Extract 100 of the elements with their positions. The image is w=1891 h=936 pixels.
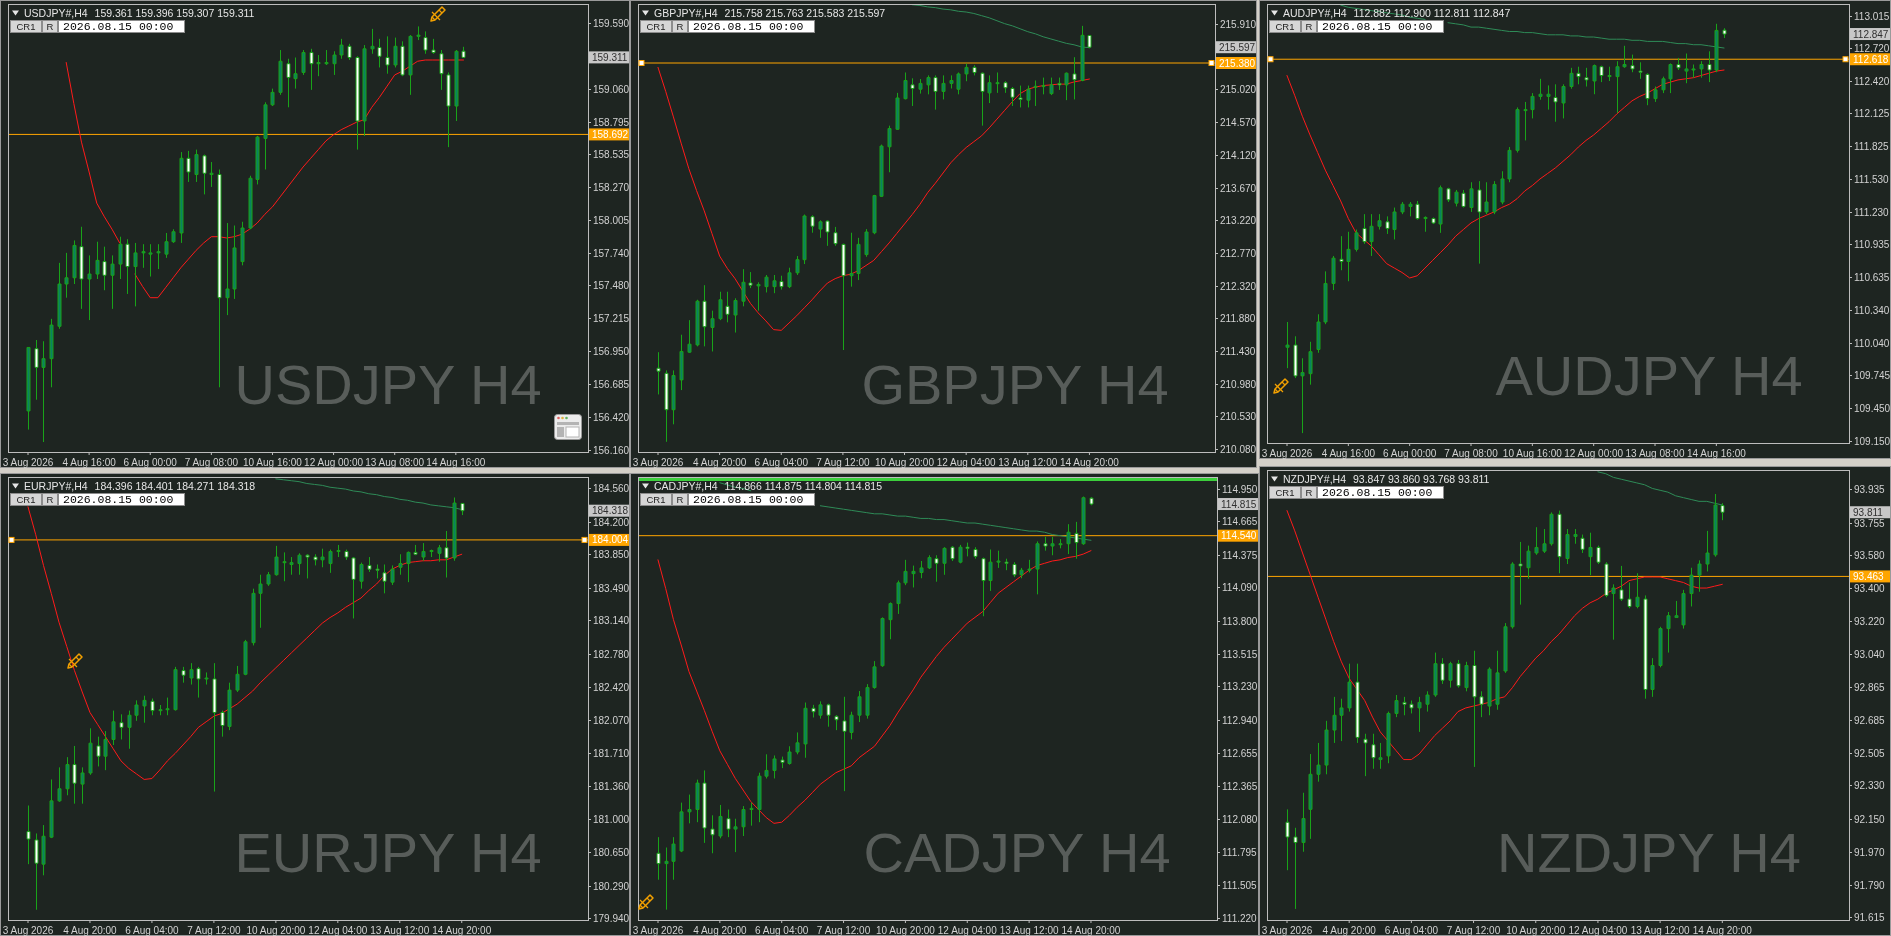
- x-tick-label: 4 Aug 20:00: [63, 924, 118, 936]
- candlestick: [164, 232, 169, 259]
- candlestick: [87, 254, 92, 321]
- candlestick: [879, 144, 884, 198]
- x-tick-label: 3 Aug 2026: [1261, 924, 1313, 936]
- candlestick: [1386, 711, 1391, 764]
- candlestick: [964, 63, 969, 82]
- candlestick: [297, 552, 302, 576]
- candlestick: [1293, 827, 1298, 910]
- candlestick: [1285, 321, 1290, 369]
- button: CR1: [1269, 486, 1301, 499]
- candlestick: [1440, 657, 1445, 685]
- ref-line-label: 114.540: [1221, 530, 1257, 542]
- x-tick-label: 12 Aug 04:00: [936, 456, 997, 468]
- y-tick-label: 182.780: [593, 649, 630, 660]
- text-field: 2026.08.15 00:00: [688, 20, 815, 33]
- candlestick: [671, 836, 676, 881]
- candlestick: [1300, 357, 1305, 434]
- candlestick: [1378, 742, 1383, 770]
- candlestick: [255, 135, 260, 185]
- candlestick: [1661, 76, 1666, 94]
- candlestick: [1588, 532, 1593, 576]
- candlestick: [196, 666, 201, 699]
- x-tick-label: 4 Aug 16:00: [1321, 447, 1376, 459]
- candlestick: [57, 262, 62, 330]
- candlestick: [779, 275, 784, 291]
- candlestick: [1650, 657, 1655, 698]
- candlestick: [1339, 235, 1344, 271]
- candlestick: [973, 546, 978, 560]
- candlestick: [1464, 661, 1469, 692]
- candlestick: [220, 710, 225, 738]
- y-tick-label: 181.000: [593, 814, 630, 825]
- candlestick: [1339, 698, 1344, 742]
- candlestick: [49, 318, 54, 388]
- candlestick: [336, 544, 341, 558]
- y-tick-label: 182.070: [593, 715, 630, 726]
- y-tick-label: 111.795: [1222, 847, 1258, 858]
- candlestick: [1456, 659, 1461, 689]
- x-tick-label: 14 Aug 20:00: [1061, 924, 1121, 936]
- annotation: R: [676, 494, 684, 505]
- candlestick: [344, 549, 349, 561]
- y-tick-label: 180.650: [593, 847, 630, 858]
- y-tick-label: 109.745: [1854, 370, 1891, 381]
- candlestick: [437, 544, 442, 563]
- x-tick-label: 4 Aug 20:00: [1322, 924, 1377, 936]
- chart-title: NZDJPY#,H4: [1283, 473, 1347, 485]
- candlestick: [179, 151, 184, 244]
- text: 114.815: [1221, 498, 1257, 510]
- candlestick: [375, 563, 380, 579]
- x-tick-label: 14 Aug 16:00: [426, 456, 486, 468]
- y-tick-label: 213.670: [1220, 183, 1257, 194]
- y-tick-label: 93.935: [1854, 484, 1886, 495]
- candlestick: [702, 769, 707, 844]
- candlestick: [202, 154, 207, 195]
- annotation: CR1: [1275, 21, 1295, 32]
- candlestick: [1332, 696, 1337, 744]
- y-tick-label: 210.530: [1220, 411, 1257, 422]
- candlestick: [461, 46, 466, 59]
- candlestick: [1369, 213, 1374, 257]
- candlestick: [1402, 696, 1407, 716]
- candlestick: [795, 255, 800, 276]
- candlestick: [1503, 622, 1508, 674]
- candlestick: [1538, 78, 1543, 101]
- y-tick-label: 112.655: [1222, 748, 1258, 759]
- candlestick: [972, 64, 977, 76]
- y-tick-label: 157.215: [593, 313, 630, 324]
- candlestick: [887, 125, 892, 173]
- candlestick: [1691, 64, 1696, 79]
- candlestick: [150, 698, 155, 716]
- y-tick-label: 114.665: [1222, 516, 1258, 527]
- candlestick: [1546, 84, 1551, 111]
- candlestick: [1507, 146, 1512, 183]
- candlestick: [72, 745, 77, 805]
- candlestick: [787, 267, 792, 289]
- candlestick: [934, 554, 939, 583]
- candlestick: [950, 545, 955, 562]
- candlestick: [1050, 536, 1055, 556]
- annotation: USDJPY H4: [234, 353, 542, 416]
- candlestick: [186, 150, 191, 183]
- candlestick: [320, 548, 325, 568]
- candlestick: [110, 254, 115, 310]
- candlestick: [1285, 808, 1290, 871]
- candlestick: [41, 340, 46, 443]
- candlestick: [1653, 86, 1658, 103]
- annotation: CR1: [646, 21, 666, 32]
- candlestick: [1080, 25, 1085, 82]
- candlestick: [133, 242, 138, 307]
- y-tick-label: 181.360: [593, 781, 630, 792]
- x-tick-label: 10 Aug 20:00: [875, 456, 935, 468]
- text-field: 2026.08.15 00:00: [688, 493, 815, 506]
- y-tick-label: 110.935: [1854, 239, 1890, 250]
- candlestick: [1004, 558, 1009, 571]
- candlestick: [811, 704, 816, 718]
- candlestick: [864, 228, 869, 258]
- y-tick-label: 211.880: [1220, 313, 1256, 324]
- candlestick: [413, 544, 418, 556]
- candlestick: [347, 43, 352, 61]
- candlestick: [1323, 270, 1328, 325]
- y-tick-label: 113.800: [1222, 616, 1258, 627]
- annotation: CR1: [16, 494, 36, 505]
